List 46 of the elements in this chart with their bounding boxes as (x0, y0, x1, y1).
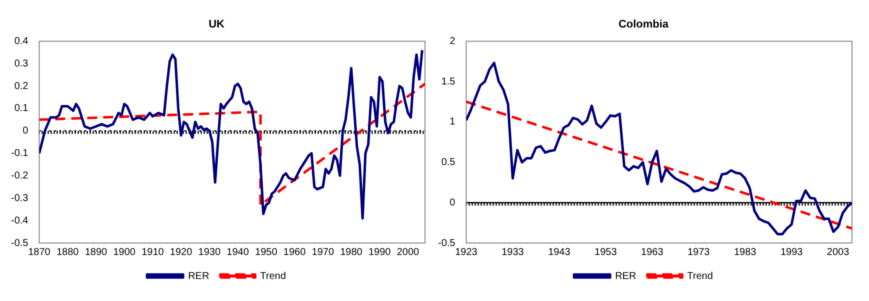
y-tick-label: -0.5 (438, 238, 456, 249)
x-tick-label: 1920 (170, 246, 193, 258)
x-tick-label: 1923 (455, 246, 478, 258)
x-tick-label: 1943 (548, 246, 571, 258)
y-tick-label: 1 (450, 116, 456, 128)
y-tick-label: 0 (22, 126, 29, 137)
legend-label: RER (188, 270, 210, 282)
x-tick-label: 1950 (255, 246, 278, 258)
legend-label: RER (615, 270, 636, 282)
x-tick-label: 1933 (502, 246, 524, 258)
legend-label: Trend (687, 270, 713, 282)
x-tick-label: 1993 (780, 246, 804, 258)
x-tick-label: 1973 (687, 246, 710, 258)
y-tick-label: -0.3 (10, 192, 29, 204)
y-tick-label: 0.5 (441, 157, 456, 168)
x-tick-label: 1900 (113, 246, 136, 258)
y-tick-label: 2 (450, 36, 456, 47)
y-tick-label: 0.3 (14, 58, 29, 70)
y-tick-label: 1.5 (441, 76, 456, 88)
chart-title: Colombia (618, 18, 670, 31)
x-tick-label: 1930 (198, 246, 221, 258)
chart-title: UK (208, 18, 224, 31)
y-tick-label: 0 (450, 197, 456, 208)
x-tick-label: 1983 (734, 246, 757, 258)
y-tick-label: 0.2 (14, 80, 29, 92)
x-tick-label: 1890 (84, 246, 108, 258)
y-tick-label: 0.4 (14, 36, 29, 47)
x-tick-label: 1940 (226, 246, 250, 258)
line-series (39, 82, 425, 206)
y-tick-label: -0.2 (10, 170, 29, 182)
legend-label: Trend (260, 270, 286, 282)
x-tick-label: 1960 (283, 246, 306, 258)
y-tick-label: -0.1 (10, 148, 29, 160)
x-tick-label: 1910 (142, 246, 164, 258)
x-tick-label: 1963 (641, 246, 664, 258)
x-tick-label: 1953 (594, 246, 618, 258)
y-tick-label: -0.5 (10, 238, 29, 249)
x-tick-label: 1990 (368, 246, 392, 258)
x-tick-label: 1970 (312, 246, 334, 258)
y-tick-label: 0.1 (14, 103, 29, 114)
x-tick-label: 1880 (56, 246, 80, 258)
x-tick-label: 1980 (340, 246, 363, 258)
x-tick-label: 2003 (826, 246, 850, 258)
x-tick-label: 1870 (28, 246, 51, 258)
x-tick-label: 2000 (396, 246, 420, 258)
y-tick-label: -0.4 (10, 215, 29, 226)
